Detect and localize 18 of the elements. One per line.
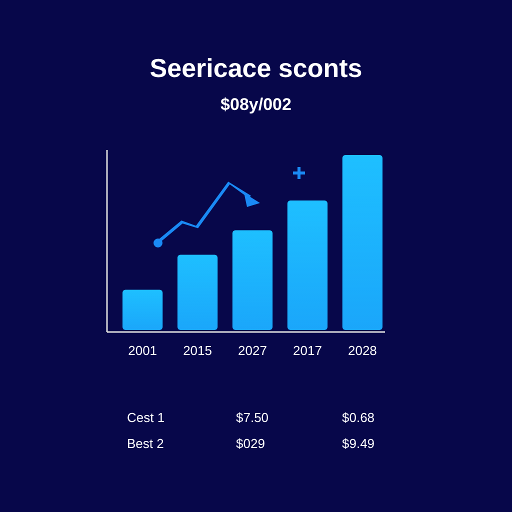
text: $029 bbox=[236, 436, 265, 451]
bar bbox=[177, 254, 218, 330]
text: Cest 1 bbox=[127, 410, 165, 425]
x-tick-label: 2028 bbox=[348, 343, 377, 358]
bar bbox=[342, 155, 383, 330]
text: $7.50 bbox=[236, 410, 269, 425]
bar bbox=[232, 230, 273, 330]
x-tick-label: 2027 bbox=[238, 343, 267, 358]
text: Best 2 bbox=[127, 436, 164, 451]
bar bbox=[122, 290, 163, 330]
text: $0.68 bbox=[342, 410, 375, 425]
text: $9.49 bbox=[342, 436, 375, 451]
bar bbox=[287, 200, 328, 330]
x-tick-label: 2001 bbox=[128, 343, 158, 358]
chart-title: Seericace sconts bbox=[150, 53, 362, 83]
x-tick-label: 2015 bbox=[183, 343, 212, 358]
x-tick-label: 2017 bbox=[293, 343, 322, 358]
chart-subtitle: $08y/002 bbox=[220, 95, 292, 114]
